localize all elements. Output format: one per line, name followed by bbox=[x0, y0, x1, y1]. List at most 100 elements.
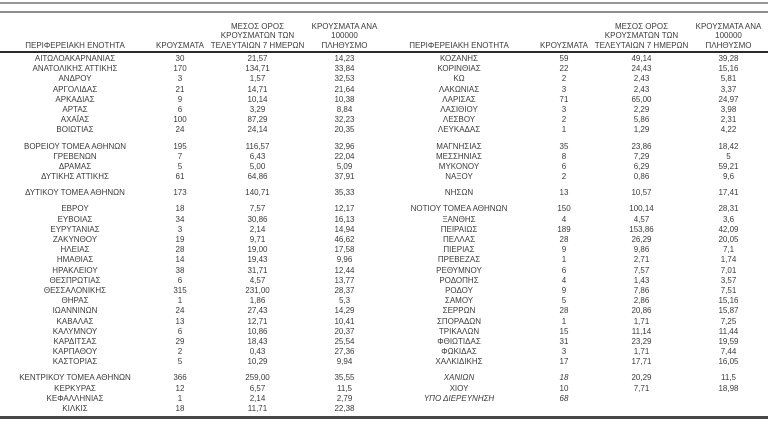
table-row: ΛΑΣΙΘΙΟΥ 3 2,29 3,98 bbox=[384, 105, 768, 115]
column-header-avg7-line1: ΜΕΣΟΣ ΟΡΟΣ bbox=[614, 21, 669, 31]
region-name: ΣΑΜΟΥ bbox=[444, 296, 474, 306]
cases-value: 9 bbox=[561, 285, 567, 295]
region-name: ΣΕΡΡΩΝ bbox=[442, 306, 476, 316]
avg7-value: 12,71 bbox=[247, 316, 268, 326]
region-name: ΙΩΑΝΝΙΝΩΝ bbox=[52, 306, 98, 316]
per100k-value: 10,38 bbox=[334, 94, 355, 104]
table-row: ΚΩ 2 2,43 5,81 bbox=[384, 74, 768, 84]
cases-value: 4 bbox=[561, 214, 567, 224]
region-name: ΡΟΔΟΥ bbox=[445, 285, 473, 295]
table-row: ΛΑΚΩΝΙΑΣ 3 2,43 3,37 bbox=[384, 85, 768, 95]
per100k-value: 17,58 bbox=[334, 245, 355, 255]
per100k-value: 15,16 bbox=[718, 296, 739, 306]
table-row: ΚΕΦΑΛΛΗΝΙΑΣ 1 2,14 2,79 bbox=[0, 394, 384, 404]
region-name: ΔΡΑΜΑΣ bbox=[58, 161, 92, 171]
table-row: ΚΑΡΔΙΤΣΑΣ 29 18,43 25,54 bbox=[0, 337, 384, 347]
cases-value: 12 bbox=[175, 383, 185, 393]
per100k-value: 22,38 bbox=[334, 404, 355, 413]
per100k-value: 11,5 bbox=[721, 373, 736, 383]
table-row: ΡΟΔΟΥ 9 7,86 7,51 bbox=[384, 286, 768, 296]
table-row: ΑΡΚΑΔΙΑΣ 9 10,14 10,38 bbox=[0, 95, 384, 105]
region-name: ΗΜΑΘΙΑΣ bbox=[56, 255, 94, 265]
cases-value: 9 bbox=[561, 245, 567, 255]
cases-value: 4 bbox=[561, 275, 567, 285]
cases-value: 2 bbox=[561, 74, 567, 84]
per100k-value: 13,77 bbox=[334, 275, 355, 285]
cases-value: 2 bbox=[177, 347, 183, 357]
region-name: ΒΟΙΩΤΙΑΣ bbox=[56, 125, 94, 135]
bottom-rule bbox=[0, 416, 768, 419]
per100k-value: 12,17 bbox=[334, 204, 355, 214]
table-row: ΚΑΣΤΟΡΙΑΣ 5 10,29 9,94 bbox=[0, 357, 384, 367]
cases-value: 3 bbox=[177, 224, 183, 234]
cases-value: 10 bbox=[559, 383, 569, 393]
table-row: ΔΡΑΜΑΣ 5 5,00 5,09 bbox=[0, 162, 384, 172]
table-row: ΔΥΤΙΚΟΥ ΤΟΜΕΑ ΑΘΗΝΩΝ 173 140,71 35,33 bbox=[0, 188, 384, 198]
cases-value: 5 bbox=[177, 161, 183, 171]
region-name: ΦΘΙΩΤΙΔΑΣ bbox=[437, 336, 481, 346]
per100k-value: 22,04 bbox=[334, 151, 355, 161]
table-row: ΣΑΜΟΥ 5 2,86 15,16 bbox=[384, 296, 768, 306]
per100k-value bbox=[689, 394, 768, 404]
per100k-value: 27,36 bbox=[334, 347, 355, 357]
avg7-value: 7,57 bbox=[249, 204, 266, 214]
avg7-value: 7,29 bbox=[633, 151, 650, 161]
per100k-value: 24,97 bbox=[718, 94, 739, 104]
per100k-value: 5 bbox=[726, 151, 731, 161]
cases-value: 3 bbox=[177, 74, 183, 84]
region-name: ΜΥΚΟΝΟΥ bbox=[438, 161, 480, 171]
table-row: ΗΛΕΙΑΣ 28 19,00 17,58 bbox=[0, 245, 384, 255]
per100k-value: 9,96 bbox=[336, 255, 353, 265]
region-name: ΑΡΤΑΣ bbox=[62, 104, 88, 114]
right-table-body: ΚΟΖΑΝΗΣ 59 49,14 39,28 ΚΟΡΙΝΘΙΑΣ 22 24,43 15,16… bbox=[384, 54, 768, 420]
left-table-body: ΑΙΤΩΛΟΑΚΑΡΝΑΝΙΑΣ 30 21,57 14,23 ΑΝΑΤΟΛΙΚΗΣ Α… bbox=[0, 54, 384, 420]
table-row: ΘΕΣΣΑΛΟΝΙΚΗΣ 315 231,00 28,37 bbox=[0, 286, 384, 296]
avg7-value: 4,57 bbox=[249, 275, 266, 285]
avg7-value: 231,00 bbox=[245, 285, 270, 295]
per100k-value: 15,16 bbox=[718, 64, 739, 74]
avg7-value: 11,14 bbox=[631, 326, 652, 336]
table-header-row: ΠΕΡΙΦΕΡΕΙΑΚΗ ΕΝΟΤΗΤΑ ΚΡΟΥΣΜΑΤΑ ΜΕΣΟΣ ΟΡΟ… bbox=[0, 16, 768, 50]
avg7-value: 6,43 bbox=[249, 151, 266, 161]
region-name: ΚΟΖΑΝΗΣ bbox=[439, 54, 479, 63]
per100k-value: 5,81 bbox=[720, 74, 737, 84]
per100k-value: 33,84 bbox=[334, 64, 355, 74]
region-name: ΣΠΟΡΑΔΩΝ bbox=[436, 316, 482, 326]
column-header-region: ΠΕΡΙΦΕΡΕΙΑΚΗ ΕΝΟΤΗΤΑ bbox=[0, 16, 150, 50]
region-name: ΡΕΘΥΜΝΟΥ bbox=[436, 265, 482, 275]
cases-value: 35 bbox=[559, 141, 569, 151]
region-name: ΥΠΟ ΔΙΕΡΕΥΝΗΣΗ bbox=[423, 393, 495, 403]
avg7-value: 11,71 bbox=[247, 404, 268, 413]
region-name: ΚΕΝΤΡΙΚΟΥ ΤΟΜΕΑ ΑΘΗΝΩΝ bbox=[19, 373, 131, 383]
avg7-value: 2,71 bbox=[633, 255, 650, 265]
avg7-value: 259,00 bbox=[245, 373, 270, 383]
cases-value: 28 bbox=[175, 245, 185, 255]
column-header-region-label: ΠΕΡΙΦΕΡΕΙΑΚΗ ΕΝΟΤΗΤΑ bbox=[409, 40, 509, 50]
row-group: ΜΑΓΝΗΣΙΑΣ 35 23,86 18,42 ΜΕΣΣΗΝΙΑΣ 8 7,29 5 ΜΥΚΟ… bbox=[384, 142, 768, 183]
region-name: ΔΥΤΙΚΟΥ ΤΟΜΕΑ ΑΘΗΝΩΝ bbox=[25, 188, 125, 198]
cases-value: 173 bbox=[173, 188, 187, 198]
cases-value: 71 bbox=[559, 94, 569, 104]
per100k-value: 7,1 bbox=[722, 245, 735, 255]
cases-value: 1 bbox=[561, 316, 567, 326]
cases-value: 170 bbox=[173, 64, 187, 74]
table-body: ΑΙΤΩΛΟΑΚΑΡΝΑΝΙΑΣ 30 21,57 14,23 ΑΝΑΤΟΛΙΚΗΣ Α… bbox=[0, 54, 768, 420]
avg7-value: 5,00 bbox=[249, 161, 266, 171]
region-name: ΝΟΤΙΟΥ ΤΟΜΕΑ ΑΘΗΝΩΝ bbox=[410, 204, 508, 214]
region-name: ΚΙΛΚΙΣ bbox=[62, 404, 88, 413]
region-name: ΠΡΕΒΕΖΑΣ bbox=[437, 255, 481, 265]
region-name: ΕΒΡΟΥ bbox=[61, 204, 89, 214]
per100k-value: 20,05 bbox=[718, 235, 739, 244]
row-group: ΝΗΣΩΝ 13 10,57 17,41 bbox=[384, 188, 768, 198]
avg7-value: 7,57 bbox=[633, 265, 650, 275]
cases-value: 34 bbox=[175, 214, 185, 224]
column-header-avg7: ΜΕΣΟΣ ΟΡΟΣ ΚΡΟΥΣΜΑΤΩΝ ΤΩΝ ΤΕΛΕΥΤΑΙΩΝ 7 Η… bbox=[210, 16, 305, 50]
cases-value: 14 bbox=[175, 255, 185, 265]
table-row: ΒΟΡΕΙΟΥ ΤΟΜΕΑ ΑΘΗΝΩΝ 195 116,57 32,96 bbox=[0, 142, 384, 152]
per100k-value: 59,21 bbox=[718, 161, 739, 171]
column-header-avg7: ΜΕΣΟΣ ΟΡΟΣ ΚΡΟΥΣΜΑΤΩΝ ΤΩΝ ΤΕΛΕΥΤΑΙΩΝ 7 Η… bbox=[594, 16, 689, 50]
avg7-value: 100,14 bbox=[629, 204, 654, 214]
avg7-value: 2,14 bbox=[249, 393, 266, 403]
avg7-value: 3,29 bbox=[249, 104, 266, 114]
table-row: ΜΑΓΝΗΣΙΑΣ 35 23,86 18,42 bbox=[384, 142, 768, 152]
